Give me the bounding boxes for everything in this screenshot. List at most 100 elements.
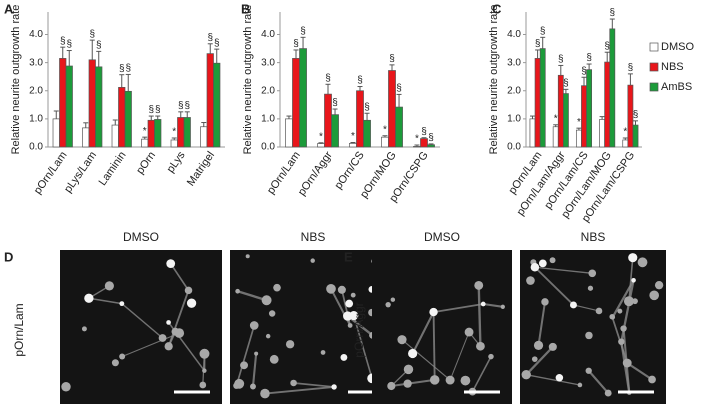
cell-body bbox=[164, 342, 173, 351]
bar bbox=[420, 138, 428, 148]
error-bar bbox=[609, 18, 615, 29]
error-bar bbox=[207, 43, 213, 54]
error-bar bbox=[184, 111, 190, 118]
significance-marker: § bbox=[364, 102, 370, 113]
error-bar bbox=[553, 124, 559, 127]
cell-body bbox=[549, 257, 556, 264]
cell-body bbox=[343, 311, 353, 321]
significance-marker: § bbox=[66, 39, 72, 50]
cell-body bbox=[541, 298, 549, 306]
y-axis-label: Relative neurite outgrowth rate bbox=[10, 5, 22, 155]
error-bar bbox=[83, 122, 89, 128]
neurite bbox=[251, 353, 258, 387]
significance-marker: § bbox=[300, 26, 306, 37]
cell-body bbox=[530, 262, 540, 272]
cell-body bbox=[628, 253, 638, 263]
column-label: NBS bbox=[301, 230, 326, 244]
micrograph bbox=[372, 250, 512, 404]
significance-marker: § bbox=[633, 109, 639, 120]
cell-body bbox=[585, 331, 593, 340]
cell-body bbox=[555, 374, 564, 382]
y-tick-label: 2.0 bbox=[507, 85, 521, 96]
cell-body bbox=[617, 308, 623, 314]
neurite bbox=[293, 382, 335, 388]
neurite bbox=[449, 331, 470, 381]
cell-body bbox=[340, 353, 348, 361]
cell-body bbox=[166, 259, 176, 269]
bar bbox=[349, 142, 357, 148]
legend-label: DMSO bbox=[661, 41, 694, 53]
significance-marker: § bbox=[119, 63, 125, 74]
cell-body bbox=[623, 296, 634, 307]
x-tick-label: pOrn/CS bbox=[332, 150, 366, 192]
y-tick-label: 0.0 bbox=[507, 142, 521, 153]
bar bbox=[200, 126, 208, 148]
bar bbox=[317, 143, 325, 148]
error-bar bbox=[119, 74, 125, 88]
neurite bbox=[237, 290, 267, 302]
cell-body bbox=[585, 367, 592, 374]
error-bar bbox=[178, 111, 184, 118]
error-bar bbox=[300, 36, 306, 49]
bar bbox=[581, 85, 587, 148]
bar bbox=[381, 136, 389, 148]
bar bbox=[111, 124, 119, 148]
significance-marker: § bbox=[155, 105, 161, 116]
significance-marker: § bbox=[184, 100, 190, 111]
cell-body bbox=[648, 375, 656, 384]
cell-body bbox=[588, 269, 597, 278]
y-tick-label: 4.0 bbox=[261, 29, 275, 40]
cell-body bbox=[609, 313, 615, 320]
error-bar bbox=[318, 142, 324, 144]
cell-body bbox=[245, 254, 250, 259]
legend-swatch bbox=[649, 62, 659, 72]
significance-marker: * bbox=[319, 131, 323, 142]
error-bar bbox=[586, 63, 592, 70]
x-tick-label: pOrn bbox=[134, 150, 158, 177]
legend-label: AmBS bbox=[661, 81, 692, 93]
cell-body bbox=[474, 280, 484, 290]
error-bar bbox=[428, 143, 434, 145]
panel-letter: D bbox=[4, 249, 13, 264]
error-bar bbox=[325, 83, 331, 95]
significance-marker: § bbox=[628, 63, 634, 74]
error-bar bbox=[286, 115, 292, 119]
bar bbox=[363, 119, 371, 148]
cell-body bbox=[445, 375, 455, 385]
cell-body bbox=[320, 350, 326, 355]
error-bar bbox=[155, 115, 161, 120]
significance-marker: § bbox=[586, 53, 592, 64]
error-bar bbox=[293, 49, 299, 59]
cell-body bbox=[84, 293, 94, 303]
neurite bbox=[432, 312, 436, 380]
error-bar bbox=[201, 122, 207, 127]
cell-body bbox=[273, 283, 281, 292]
significance-marker: § bbox=[207, 32, 213, 43]
panel-letter: E bbox=[344, 249, 353, 264]
significance-marker: § bbox=[581, 66, 587, 77]
bar bbox=[59, 58, 67, 148]
panel-letter: A bbox=[4, 1, 14, 16]
cell-body bbox=[526, 276, 535, 285]
cell-body bbox=[61, 382, 71, 392]
neurite bbox=[88, 297, 122, 305]
cell-body bbox=[111, 359, 119, 367]
cell-body bbox=[390, 297, 396, 302]
error-bar bbox=[558, 64, 564, 76]
error-bar bbox=[125, 73, 131, 92]
cell-body bbox=[119, 301, 125, 307]
cell-body bbox=[429, 375, 440, 385]
error-bar bbox=[142, 136, 148, 140]
bar bbox=[563, 93, 569, 148]
significance-marker: * bbox=[554, 113, 558, 124]
bar bbox=[427, 144, 435, 148]
row-label: pOrn/Lam bbox=[12, 303, 26, 356]
error-bar bbox=[332, 108, 338, 115]
significance-marker: * bbox=[383, 124, 387, 135]
significance-marker: § bbox=[535, 39, 541, 50]
cell-body bbox=[240, 361, 249, 370]
bar bbox=[413, 146, 421, 148]
column-label: DMSO bbox=[424, 230, 460, 244]
cell-body bbox=[347, 323, 353, 328]
error-bar bbox=[60, 46, 66, 59]
